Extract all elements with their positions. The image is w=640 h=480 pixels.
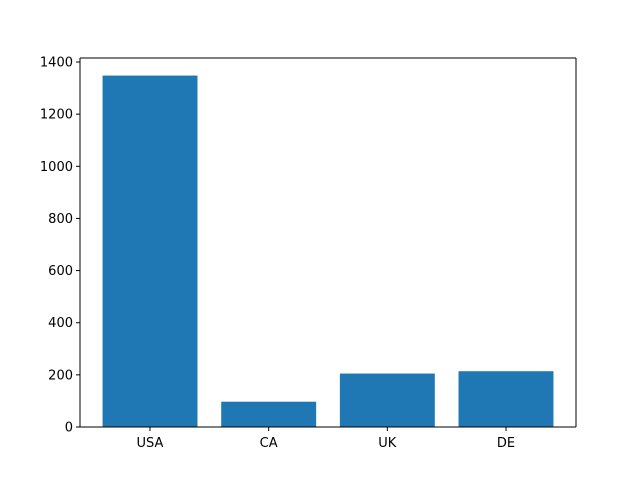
bars-group — [102, 75, 554, 427]
x-tick-label: DE — [497, 436, 515, 451]
x-tick-label: USA — [137, 436, 164, 451]
bar-usa — [102, 75, 198, 427]
y-tick-label: 1000 — [40, 160, 73, 175]
y-tick-label: 1400 — [40, 56, 73, 71]
x-tick-label: CA — [260, 436, 278, 451]
y-tick-label: 0 — [65, 421, 73, 436]
y-tick-label: 400 — [48, 316, 73, 331]
y-tick-label: 1200 — [40, 108, 73, 123]
bar-uk — [339, 373, 435, 427]
bar-ca — [221, 401, 317, 427]
y-tick-label: 600 — [48, 264, 73, 279]
y-tick-label: 200 — [48, 368, 73, 383]
bar-de — [458, 371, 554, 427]
axes-group: 0 200 400 600 800 1000 1200 1400 USA CA UK DE — [40, 56, 577, 451]
y-tick-label: 800 — [48, 212, 73, 227]
x-tick-label: UK — [378, 436, 397, 451]
